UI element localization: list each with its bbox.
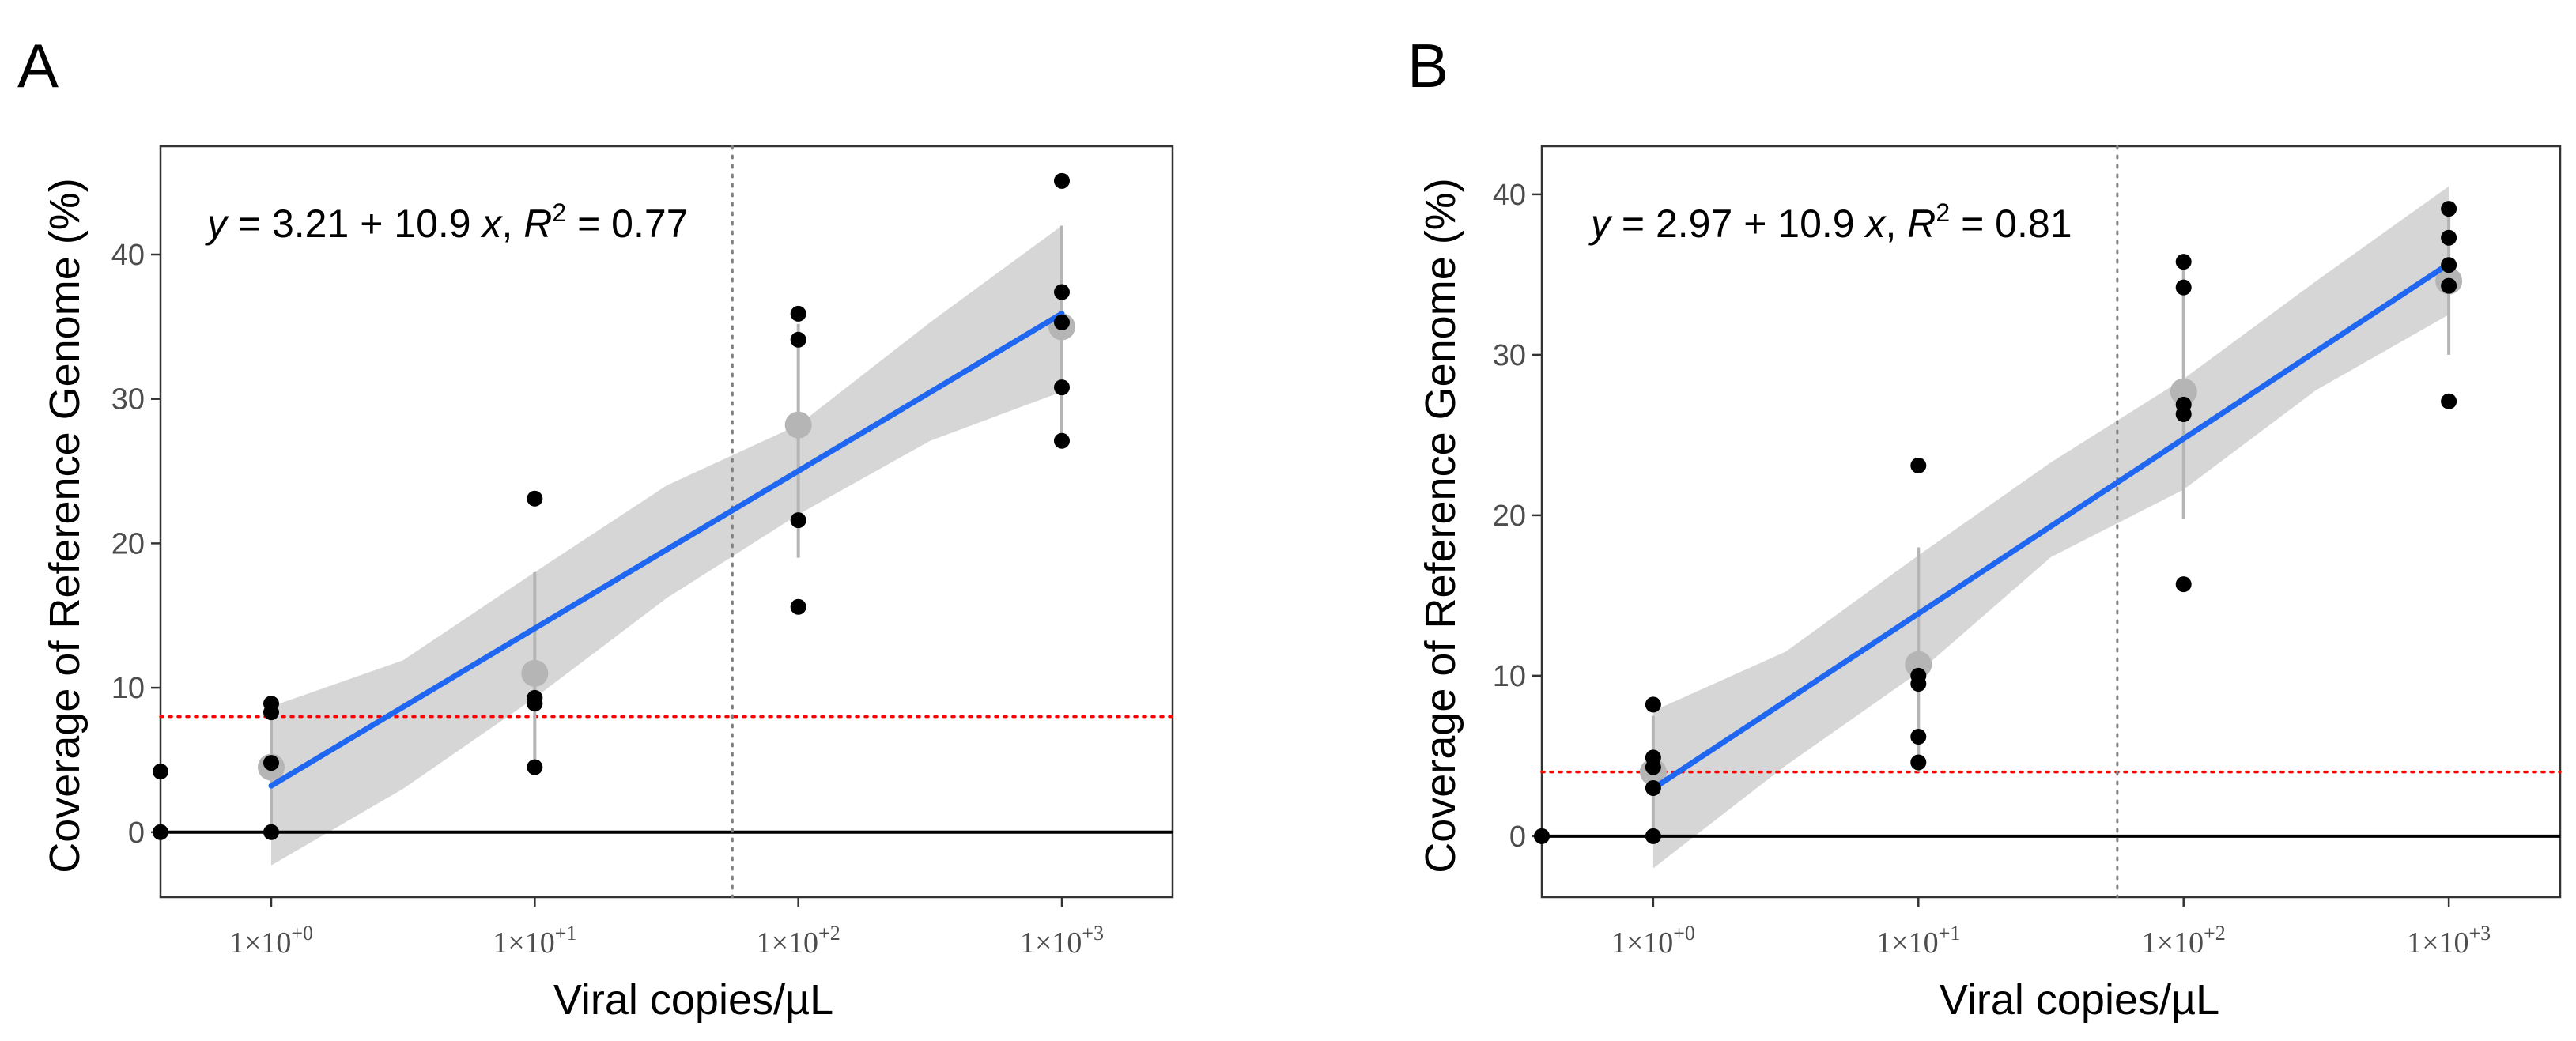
y-tick-label: 0 (128, 817, 145, 850)
x-tick-label: 1×10+2 (757, 922, 840, 960)
data-point (2441, 257, 2457, 273)
data-point (1910, 676, 1927, 692)
data-point (2441, 201, 2457, 217)
data-point (1910, 729, 1927, 745)
data-point (1054, 432, 1070, 449)
regression-equation-a: y = 3.21 + 10.9 x, R2 = 0.77 (205, 198, 689, 246)
data-point (2175, 405, 2192, 422)
data-point (1645, 759, 1661, 775)
data-point (1645, 828, 1661, 844)
y-tick-label: 30 (111, 383, 145, 417)
y-tick-label: 0 (1509, 820, 1526, 854)
plot-frame-b (1540, 145, 2562, 899)
data-point (1534, 828, 1550, 844)
chart-panel-a: A Coverage of Reference Genome (%) Viral… (17, 31, 1174, 1024)
y-tick-label: 10 (111, 672, 145, 705)
data-point (527, 696, 543, 712)
mean-point (521, 659, 549, 687)
confidence-band-a (271, 225, 1062, 866)
data-point (263, 755, 279, 771)
y-tick-label: 30 (1493, 339, 1526, 372)
data-point (790, 305, 806, 322)
y-tick-label: 20 (111, 527, 145, 560)
mean-point (2170, 378, 2197, 405)
x-tick-label: 1×10+3 (2407, 922, 2491, 960)
data-point (1645, 779, 1661, 796)
data-point (263, 704, 279, 721)
data-point (1645, 696, 1661, 713)
panel-label-b: B (1407, 31, 1449, 100)
x-tick-label: 1×10+2 (2142, 922, 2226, 960)
plot-frame-a (159, 145, 1174, 899)
x-tick-label: 1×10+0 (1611, 922, 1695, 960)
data-point (790, 331, 806, 348)
data-point (790, 598, 806, 615)
mean-point (784, 411, 812, 439)
y-axis-title-b: Coverage of Reference Genome (%) (1417, 178, 1464, 873)
data-point (1054, 172, 1070, 189)
x-tick-label: 1×10+1 (1876, 922, 1960, 960)
x-tick-label: 1×10+1 (493, 922, 576, 960)
x-axis-title-a: Viral copies/µL (553, 976, 833, 1024)
data-point (2175, 279, 2192, 296)
data-point (2441, 229, 2457, 246)
data-point (153, 824, 168, 840)
data-point (527, 490, 543, 507)
data-point (790, 512, 806, 529)
data-point (527, 759, 543, 775)
data-point (153, 764, 168, 780)
data-point (1054, 314, 1070, 330)
data-point (2441, 393, 2457, 409)
data-point (2441, 277, 2457, 294)
data-point (263, 824, 279, 840)
regression-line-a (268, 311, 1065, 789)
mean-point (1905, 651, 1932, 678)
regression-equation-b: y = 2.97 + 10.9 x, R2 = 0.81 (1588, 198, 2072, 246)
y-tick-label: 40 (1493, 179, 1526, 212)
chart-panel-b: B Coverage of Reference Genome (%) Viral… (1407, 31, 2562, 1024)
data-point (2175, 254, 2192, 270)
x-tick-label: 1×10+3 (1020, 922, 1104, 960)
y-tick-label: 10 (1493, 660, 1526, 693)
panel-label-a: A (17, 31, 59, 100)
data-point (1054, 284, 1070, 300)
y-tick-label: 20 (1493, 500, 1526, 533)
x-axis-title-b: Viral copies/µL (1940, 976, 2219, 1024)
data-point (1910, 754, 1927, 771)
regression-line-b (1650, 261, 2452, 792)
x-tick-label: 1×10+0 (229, 922, 313, 960)
y-tick-label: 40 (111, 239, 145, 272)
data-point (2175, 576, 2192, 593)
data-point (1910, 457, 1927, 473)
y-axis-title-a: Coverage of Reference Genome (%) (41, 178, 89, 873)
data-point (1054, 379, 1070, 396)
